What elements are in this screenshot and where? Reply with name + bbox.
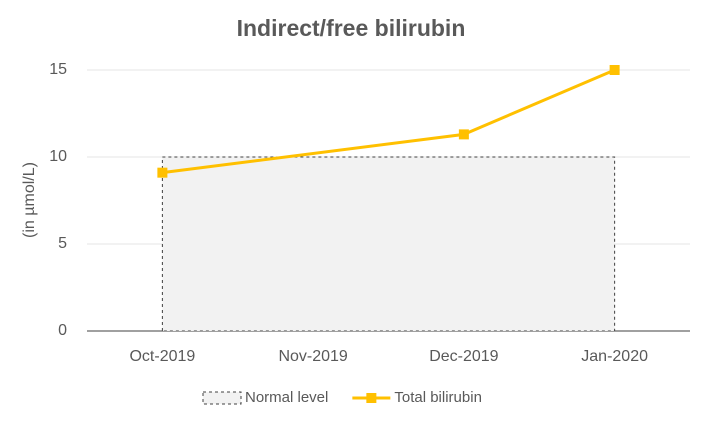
legend-swatch (202, 391, 242, 405)
y-tick-label: 5 (58, 235, 67, 252)
y-tick-label: 15 (49, 61, 67, 78)
legend-label: Total bilirubin (394, 389, 482, 406)
point-marker (609, 65, 620, 75)
chart-title: Indirect/free bilirubin (237, 15, 466, 41)
legend-marker (366, 393, 377, 403)
x-tick-label: Dec-2019 (429, 348, 498, 365)
x-tick-label: Nov-2019 (278, 348, 347, 365)
normal-area (161, 156, 616, 332)
y-tick-label: 0 (58, 322, 67, 339)
point-marker (157, 167, 168, 178)
x-tick-label: Jan-2020 (581, 348, 648, 365)
y-tick-label: 10 (49, 148, 67, 165)
x-tick-label: Oct-2019 (129, 348, 195, 365)
y-axis-label: (in µmol/L) (21, 162, 38, 238)
point-marker (458, 129, 469, 140)
legend-label: Normal level (245, 389, 328, 406)
